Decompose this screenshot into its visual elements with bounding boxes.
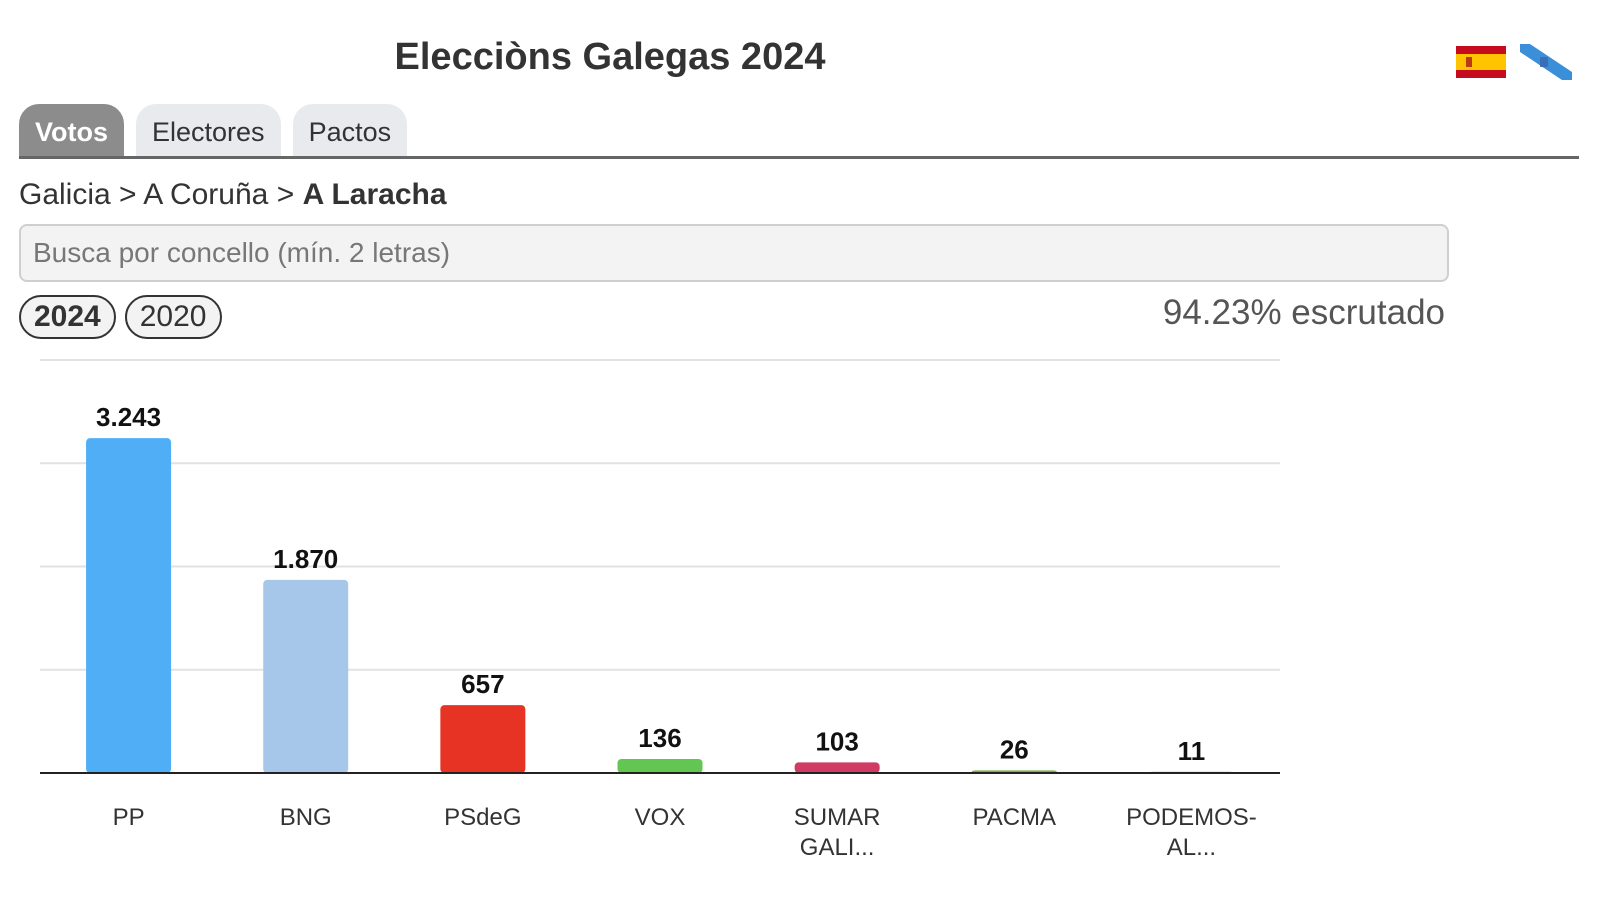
breadcrumb-current: A Laracha [302, 178, 447, 211]
bar-value-label: 657 [461, 669, 504, 699]
chart-bar[interactable] [86, 438, 172, 773]
page-title: Elecciòns Galegas 2024 [394, 36, 826, 78]
breadcrumb-a-coruna[interactable]: A Coruña [143, 178, 269, 211]
chart-bar[interactable] [617, 758, 703, 773]
year-selector: 2024 2020 [19, 295, 222, 339]
breadcrumb-separator: > [119, 178, 137, 211]
chart-bar[interactable] [440, 705, 526, 773]
category-label: PP [113, 804, 145, 831]
bar-value-label: 26 [1000, 734, 1029, 764]
tab-bar: Votos Electores Pactos [19, 104, 408, 156]
year-2024-button[interactable]: 2024 [19, 295, 116, 339]
tab-electores[interactable]: Electores [136, 104, 281, 156]
search-input[interactable] [19, 224, 1449, 282]
year-2020-button[interactable]: 2020 [124, 295, 222, 339]
spain-flag-icon[interactable] [1456, 46, 1506, 78]
breadcrumb-galicia[interactable]: Galicia [19, 178, 111, 211]
breadcrumb-separator: > [276, 178, 295, 211]
tabs-divider [19, 156, 1579, 159]
category-label: SUMAR GALI... [794, 804, 881, 861]
galicia-flag-icon[interactable] [1520, 44, 1572, 80]
chart-bar[interactable] [263, 579, 349, 773]
votes-bar-chart: 3.243 PP 1.870 BNG 657 PSdeG 136 VOX 103 SUMAR GAL… [40, 359, 1280, 861]
chart-bar[interactable] [794, 762, 880, 773]
tab-pactos[interactable]: Pactos [292, 104, 408, 156]
category-label: VOX [635, 804, 686, 831]
bar-value-label: 103 [815, 726, 858, 756]
bar-value-label: 3.243 [96, 402, 161, 432]
category-label: PACMA [972, 804, 1056, 831]
category-label: PODEMOS-AL... [1126, 804, 1257, 861]
bar-value-label: 1.870 [273, 544, 338, 574]
bar-value-label: 11 [1178, 736, 1206, 766]
bar-value-label: 136 [638, 723, 681, 753]
escrutado-status: 94.23% escrutado [1162, 293, 1445, 332]
category-label: BNG [280, 804, 332, 831]
tab-votos[interactable]: Votos [19, 104, 124, 156]
category-label: PSdeG [444, 804, 521, 831]
breadcrumb: Galicia > A Coruña > A Laracha [19, 178, 447, 212]
